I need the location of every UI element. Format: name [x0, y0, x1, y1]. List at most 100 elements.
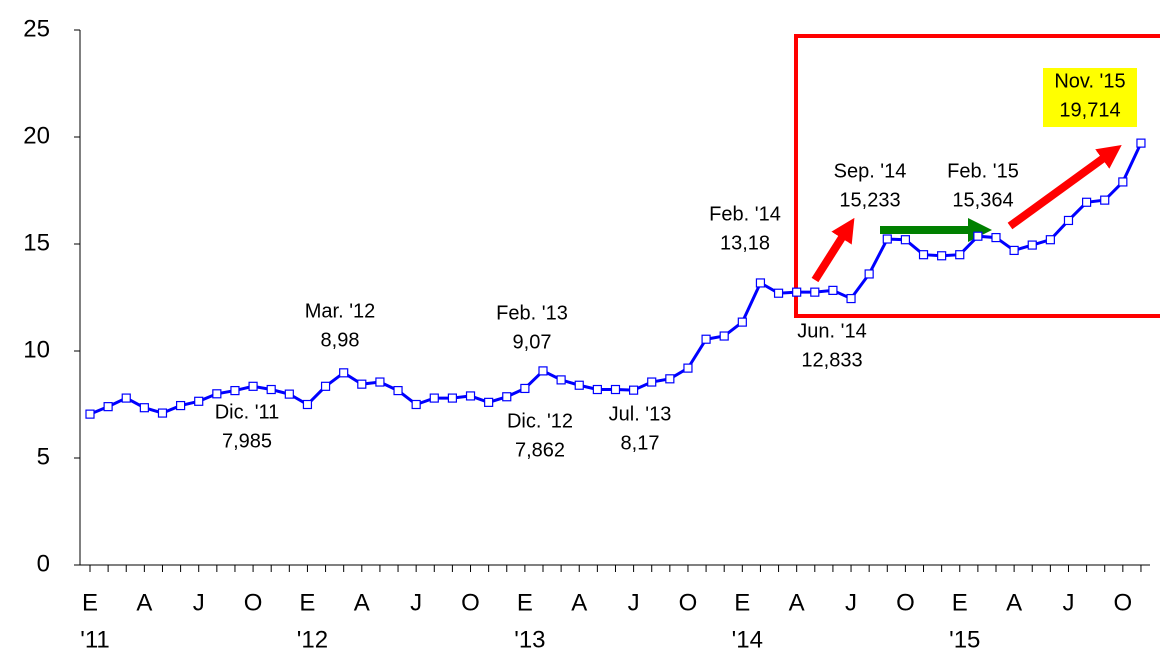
- marker: [465, 391, 476, 401]
- x-tick-label: J: [193, 589, 205, 616]
- annotation-date: Nov. '15: [1054, 70, 1125, 92]
- annotation-date: Dic. '11: [215, 401, 280, 423]
- x-tick-label: J: [410, 589, 422, 616]
- marker: [194, 396, 204, 406]
- annotation-date: Feb. '13: [496, 302, 568, 324]
- marker: [882, 234, 892, 244]
- y-tick-label: 5: [37, 443, 50, 470]
- x-tick-label: A: [571, 589, 587, 616]
- x-tick-label: A: [789, 589, 805, 616]
- marker: [828, 285, 838, 295]
- data-label: 7,985: [222, 430, 272, 452]
- marker: [683, 363, 693, 373]
- x-tick-label: E: [299, 589, 315, 616]
- marker: [810, 287, 820, 297]
- annotation-date: Mar. '12: [305, 300, 376, 322]
- marker: [212, 389, 222, 399]
- marker: [520, 383, 530, 394]
- x-tick-label: O: [244, 589, 263, 616]
- marker: [1100, 195, 1110, 205]
- marker: [864, 269, 874, 279]
- marker: [955, 250, 965, 260]
- x-tick-label: E: [517, 589, 533, 616]
- data-label: 15,233: [839, 189, 900, 211]
- data-label: 13,18: [720, 232, 770, 254]
- data-label: 7,862: [515, 439, 565, 461]
- marker: [1063, 215, 1074, 226]
- marker: [1118, 177, 1128, 187]
- marker: [755, 278, 766, 288]
- x-tick-label: O: [679, 589, 698, 616]
- y-tick-label: 10: [23, 336, 50, 363]
- x-tick-label: A: [354, 589, 370, 616]
- year-label: '13: [514, 626, 545, 653]
- marker: [357, 379, 367, 389]
- marker: [737, 317, 747, 327]
- marker: [1009, 245, 1019, 256]
- marker: [230, 385, 240, 396]
- marker: [701, 334, 711, 344]
- marker: [719, 331, 729, 341]
- x-tick-label: J: [628, 589, 640, 616]
- marker: [447, 393, 457, 403]
- marker: [991, 232, 1001, 243]
- marker: [1136, 138, 1146, 148]
- x-tick-label: A: [1006, 589, 1022, 616]
- x-tick-label: J: [1062, 589, 1074, 616]
- marker: [393, 385, 403, 396]
- data-label: 12,833: [801, 349, 862, 371]
- marker: [973, 231, 983, 241]
- marker: [266, 384, 276, 395]
- x-tick-label: J: [845, 589, 857, 616]
- marker: [918, 250, 929, 260]
- data-label: 15,364: [952, 189, 1013, 211]
- marker: [628, 385, 639, 395]
- annotation-date: Feb. '14: [709, 203, 781, 225]
- x-tick-label: O: [461, 589, 480, 616]
- year-label: '11: [80, 626, 110, 653]
- x-tick-label: A: [136, 589, 152, 616]
- marker: [610, 384, 621, 395]
- x-tick-label: E: [734, 589, 750, 616]
- marker: [937, 251, 947, 261]
- annotation-date: Dic. '12: [507, 410, 573, 432]
- data-label: 9,07: [513, 331, 552, 353]
- marker: [502, 392, 512, 402]
- marker: [556, 375, 566, 385]
- marker: [302, 399, 313, 410]
- marker: [375, 377, 385, 387]
- marker: [176, 400, 186, 411]
- marker: [574, 380, 584, 390]
- marker: [284, 389, 294, 399]
- x-tick-label: E: [952, 589, 968, 616]
- data-label: 8,98: [321, 329, 360, 351]
- x-tick-label: O: [1114, 589, 1133, 616]
- annotation-date: Feb. '15: [947, 160, 1019, 182]
- y-tick-label: 15: [23, 229, 50, 256]
- annotation-date: Sep. '14: [834, 160, 907, 182]
- arrow: [811, 217, 855, 283]
- x-tick-label: O: [896, 589, 915, 616]
- marker: [900, 235, 911, 245]
- marker: [139, 403, 149, 413]
- y-tick-label: 20: [23, 122, 50, 149]
- marker: [411, 399, 421, 410]
- y-tick-label: 25: [23, 15, 50, 42]
- marker: [339, 368, 349, 378]
- marker: [538, 366, 548, 376]
- marker: [773, 288, 784, 298]
- year-label: '15: [949, 626, 980, 653]
- year-label: '12: [297, 626, 328, 653]
- year-label: '14: [732, 626, 763, 653]
- annotation-date: Jul. '13: [609, 403, 672, 425]
- line: [89, 142, 1143, 416]
- x-tick-label: E: [82, 589, 98, 616]
- marker: [1081, 197, 1092, 207]
- y-tick-label: 0: [37, 550, 50, 577]
- label-highlight: [1043, 68, 1137, 127]
- marker: [846, 293, 856, 304]
- marker: [1027, 240, 1037, 250]
- marker: [157, 408, 168, 418]
- data-label: 19,714: [1059, 99, 1120, 121]
